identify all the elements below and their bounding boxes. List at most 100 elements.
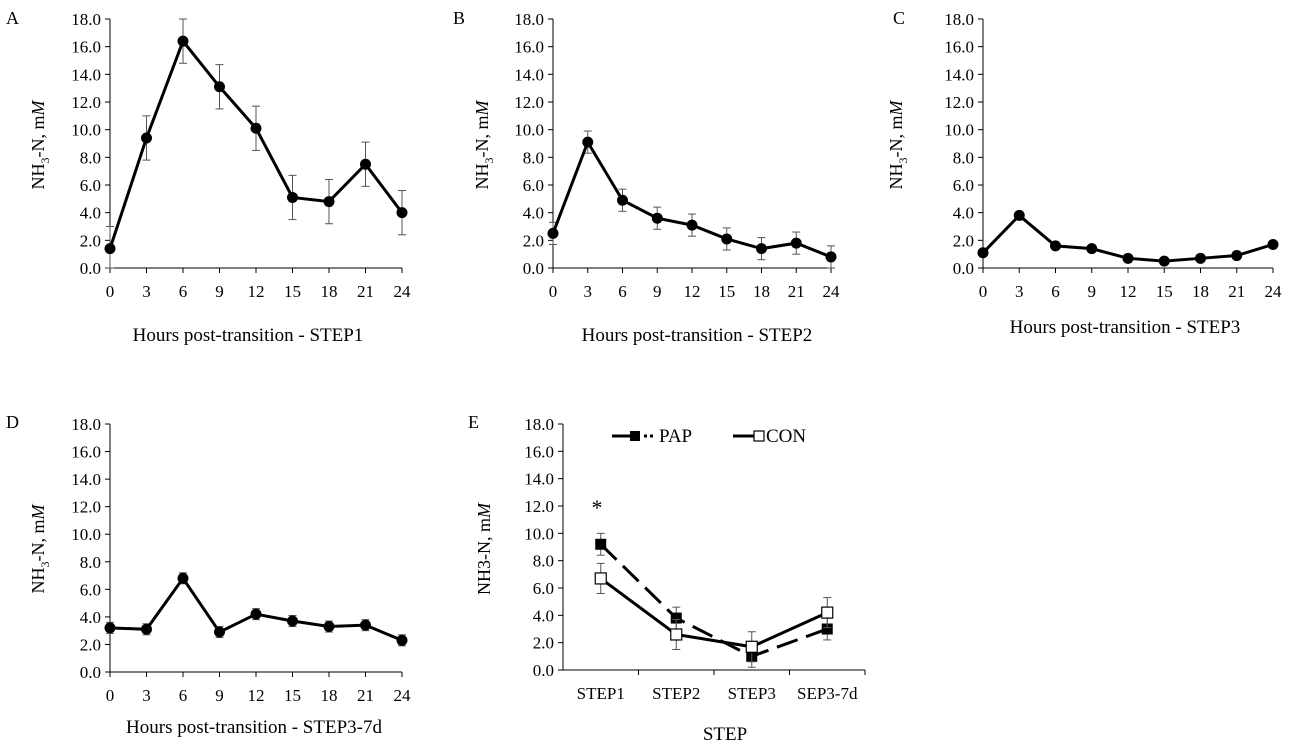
y-tick-label: 12.0 xyxy=(71,498,101,517)
x-tick-label: 6 xyxy=(179,686,188,705)
x-tick-label: 6 xyxy=(618,282,627,301)
y-tick-label: 0.0 xyxy=(80,663,101,682)
y-tick-label: 14.0 xyxy=(944,65,974,84)
x-tick-label: 24 xyxy=(1265,282,1283,301)
y-tick-label: 12.0 xyxy=(944,93,974,112)
series-0-point xyxy=(1231,250,1243,262)
y-axis-label: NH3-N, mM xyxy=(472,100,496,190)
series-0-point xyxy=(214,81,225,93)
y-tick-label: 10.0 xyxy=(944,121,974,140)
series-0-point xyxy=(214,626,225,638)
con-point xyxy=(745,640,758,653)
series-0-point xyxy=(1122,252,1134,264)
pap-point xyxy=(821,623,833,635)
x-tick-label: 3 xyxy=(142,686,151,705)
series-0-point xyxy=(141,132,152,144)
x-tick-label: 21 xyxy=(1228,282,1245,301)
y-tick-label: 2.0 xyxy=(533,634,554,653)
series-0-point xyxy=(177,572,189,584)
y-tick-label: 10.0 xyxy=(71,525,101,544)
y-tick-label: 6.0 xyxy=(953,176,974,195)
y-tick-label: 6.0 xyxy=(523,176,544,195)
y-tick-label: 8.0 xyxy=(523,148,544,167)
y-tick-label: 6.0 xyxy=(80,176,101,195)
series-0-point xyxy=(1158,255,1170,267)
y-axis-label: NH3-N, mM xyxy=(474,502,494,595)
con-point xyxy=(670,628,683,641)
x-axis-label: STEP xyxy=(703,724,747,745)
panel-label: E xyxy=(468,412,479,432)
x-tick-label: 12 xyxy=(684,282,701,301)
x-tick-label: 21 xyxy=(357,282,374,301)
y-tick-label: 4.0 xyxy=(533,606,554,625)
series-0-point xyxy=(104,622,116,634)
x-tick-label: 3 xyxy=(142,282,151,301)
pap-line xyxy=(599,543,828,658)
x-tick-label: 9 xyxy=(1088,282,1097,301)
panel-label: D xyxy=(6,412,19,432)
series-0-point xyxy=(287,615,298,627)
series-0-point xyxy=(547,227,559,239)
series-0-point xyxy=(250,608,262,620)
legend-pap-label: PAP xyxy=(659,426,692,447)
x-tick-label: 15 xyxy=(284,282,301,301)
y-tick-label: 8.0 xyxy=(80,553,101,572)
con-point xyxy=(821,606,834,619)
y-tick-label: 18.0 xyxy=(71,10,101,29)
y-tick-label: 2.0 xyxy=(80,231,101,250)
y-tick-label: 0.0 xyxy=(523,259,544,278)
x-tick-label: 0 xyxy=(106,686,115,705)
y-tick-label: 4.0 xyxy=(523,204,544,223)
series-0-point xyxy=(141,623,152,635)
y-tick-label: 16.0 xyxy=(524,442,554,461)
pap-point xyxy=(595,538,607,550)
x-tick-label: 0 xyxy=(549,282,558,301)
x-tick-label: STEP1 xyxy=(577,684,625,703)
panel-b: B NH3-N, mM Hours post-transition - STEP… xyxy=(453,8,840,346)
x-tick-label: 0 xyxy=(106,282,115,301)
y-tick-label: 14.0 xyxy=(71,65,101,84)
y-tick-label: 2.0 xyxy=(523,231,544,250)
panel-c: C NH3-N, mM Hours post-transition - STEP… xyxy=(886,8,1282,338)
con-line xyxy=(599,577,828,649)
series-0-point xyxy=(250,122,262,134)
y-tick-label: 8.0 xyxy=(533,552,554,571)
series-0-point xyxy=(287,191,298,203)
panel-label: A xyxy=(6,8,19,28)
legend-con-label: CON xyxy=(766,426,806,447)
x-axis-label: Hours post-transition - STEP2 xyxy=(582,325,813,346)
y-tick-label: 0.0 xyxy=(80,259,101,278)
panel-label: B xyxy=(453,8,465,28)
x-tick-label: 18 xyxy=(753,282,770,301)
y-tick-label: 16.0 xyxy=(514,38,544,57)
y-tick-label: 8.0 xyxy=(80,148,101,167)
x-tick-label: 18 xyxy=(1192,282,1209,301)
series-0-point xyxy=(686,219,698,231)
series-0-point xyxy=(104,243,116,255)
panel-e: E NH3-N, mM STEP PAP CON * 0.0 2.0 4.0 6.0 8… xyxy=(468,412,866,745)
y-axis-label: NH3-N, mM xyxy=(28,100,52,190)
x-tick-label: 9 xyxy=(215,686,224,705)
x-axis-label: Hours post-transition - STEP1 xyxy=(133,325,364,346)
x-tick-label: STEP3 xyxy=(728,684,776,703)
y-tick-label: 0.0 xyxy=(953,259,974,278)
y-tick-label: 12.0 xyxy=(71,93,101,112)
panel-label: C xyxy=(893,8,905,28)
x-tick-label: 18 xyxy=(321,686,338,705)
x-tick-label: 15 xyxy=(1156,282,1173,301)
series-0-point xyxy=(756,243,767,255)
y-tick-label: 10.0 xyxy=(514,121,544,140)
series-0-point xyxy=(1267,238,1279,250)
series-0-point xyxy=(360,619,371,631)
x-tick-label: 18 xyxy=(321,282,338,301)
x-axis-label: Hours post-transition - STEP3-7d xyxy=(126,717,382,738)
y-tick-label: 8.0 xyxy=(953,148,974,167)
pap-point xyxy=(670,612,682,624)
series-0-point xyxy=(323,196,335,208)
y-tick-label: 2.0 xyxy=(953,231,974,250)
y-tick-label: 10.0 xyxy=(71,121,101,140)
x-tick-label: 3 xyxy=(584,282,593,301)
panel-d: D NH3-N, mM Hours post-transition - STEP… xyxy=(6,412,411,738)
y-tick-label: 16.0 xyxy=(944,38,974,57)
